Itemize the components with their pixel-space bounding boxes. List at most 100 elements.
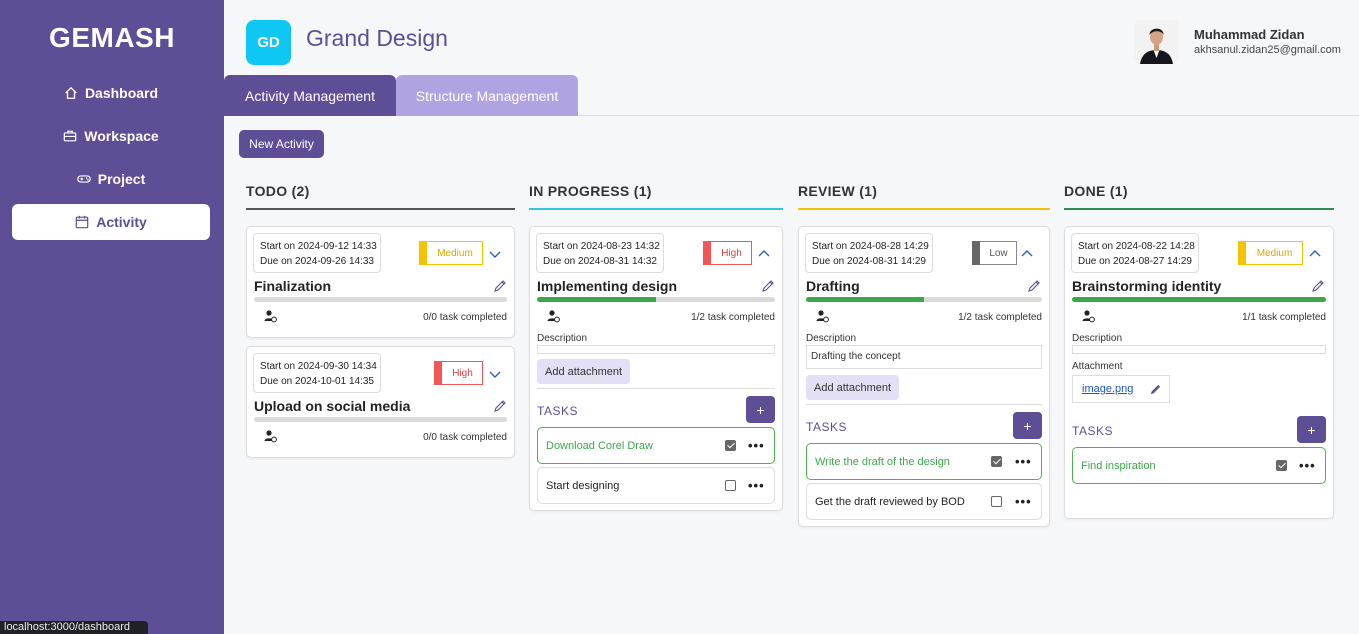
task-checkbox[interactable] [725,480,736,491]
column-title-review: REVIEW (1) [798,183,878,199]
task-text: Download Corel Draw [546,439,653,452]
activity-title[interactable]: Finalization [254,278,331,294]
pencil-icon[interactable] [493,279,507,293]
task-item[interactable]: Get the draft reviewed by BOD ••• [806,483,1042,520]
chevron-up-icon[interactable] [757,247,771,261]
task-checkbox[interactable] [1276,460,1287,471]
date-range: Start on 2024-08-28 14:29 Due on 2024-08… [805,233,933,273]
add-attachment-button[interactable]: Add attachment [537,359,631,384]
date-range: Start on 2024-08-22 14:28 Due on 2024-08… [1071,233,1199,273]
sidebar-item-dashboard[interactable]: Dashboard [12,75,210,111]
activity-title[interactable]: Drafting [806,278,860,294]
app-brand[interactable]: GEMASH [49,22,175,53]
column-title-done: DONE (1) [1064,183,1128,199]
task-text: Get the draft reviewed by BOD [815,495,965,508]
tab-activity-management[interactable]: Activity Management [224,75,396,116]
more-icon[interactable]: ••• [748,478,765,493]
date-range: Start on 2024-09-30 14:34 Due on 2024-10… [253,353,381,393]
sidebar-item-label: Project [97,171,146,187]
project-logo: GD [246,20,291,65]
more-icon[interactable]: ••• [748,438,765,453]
description-field[interactable]: Drafting the concept [806,345,1042,369]
activity-card[interactable]: Start on 2024-09-30 14:34 Due on 2024-10… [246,346,515,458]
activity-card[interactable]: Start on 2024-09-12 14:33 Due on 2024-09… [246,226,515,338]
column-divider-review [798,208,1050,210]
task-checkbox[interactable] [725,440,736,451]
priority-badge[interactable]: Medium [1238,241,1303,265]
more-icon[interactable]: ••• [1015,454,1032,469]
add-attachment-button[interactable]: Add attachment [806,375,900,400]
tab-structure-management[interactable]: Structure Management [396,75,578,116]
sidebar-item-workspace[interactable]: Workspace [12,118,210,154]
due-date: Due on 2024-08-27 14:29 [1078,256,1192,267]
more-icon[interactable]: ••• [1299,458,1316,473]
priority-label: High [452,367,473,379]
task-item[interactable]: Write the draft of the design ••• [806,443,1042,480]
pencil-icon[interactable] [1311,279,1325,293]
task-item[interactable]: Find inspiration ••• [1072,447,1326,484]
attachment-link[interactable]: image.png [1082,383,1134,395]
sidebar-item-label: Dashboard [84,85,159,101]
avatar[interactable] [1134,20,1179,64]
priority-badge[interactable]: High [434,361,483,385]
column-title-todo: TODO (2) [246,183,310,199]
home-icon [65,86,77,99]
activity-card[interactable]: Start on 2024-08-23 14:32 Due on 2024-08… [529,226,783,511]
start-date: Start on 2024-09-30 14:34 [260,361,377,372]
priority-badge[interactable]: High [703,241,752,265]
calendar-icon [75,215,89,229]
add-task-button[interactable]: + [1013,412,1042,439]
due-date: Due on 2024-08-31 14:29 [812,256,926,267]
sidebar-item-activity[interactable]: Activity [12,204,210,240]
due-date: Due on 2024-09-26 14:33 [260,256,374,267]
task-count: 1/2 task completed [691,312,775,323]
chevron-up-icon[interactable] [1020,247,1034,261]
description-field[interactable] [1072,345,1326,354]
task-item[interactable]: Download Corel Draw ••• [537,427,775,464]
activity-title[interactable]: Implementing design [537,278,678,294]
progress-bar [806,297,1042,302]
new-activity-button[interactable]: New Activity [239,130,324,158]
chevron-down-icon[interactable] [488,247,502,261]
sidebar: GEMASH Dashboard Workspace Project Activ… [0,0,224,634]
task-text: Find inspiration [1081,459,1156,472]
task-item[interactable]: Start designing ••• [537,467,775,504]
attachment-label: Attachment [1072,361,1123,372]
description-label: Description [806,333,857,344]
user-name: Muhammad Zidan [1194,27,1305,42]
activity-card[interactable]: Start on 2024-08-22 14:28 Due on 2024-08… [1064,226,1334,519]
attachment-item: image.png [1072,375,1170,403]
more-icon[interactable]: ••• [1015,494,1032,509]
description-field[interactable] [537,345,775,354]
add-task-button[interactable]: + [746,396,775,423]
activity-title[interactable]: Upload on social media [254,398,411,414]
sidebar-item-project[interactable]: Project [12,161,210,197]
page-title: Grand Design [306,25,448,51]
task-count: 1/1 task completed [1242,312,1326,323]
priority-badge[interactable]: Medium [419,241,483,265]
start-date: Start on 2024-08-22 14:28 [1078,241,1195,252]
divider [537,388,775,389]
assign-user-icon[interactable] [815,309,829,323]
pencil-icon[interactable] [1027,279,1041,293]
priority-label: Low [989,247,1008,259]
assign-user-icon[interactable] [1081,309,1095,323]
chevron-up-icon[interactable] [1308,247,1322,261]
activity-card[interactable]: Start on 2024-08-28 14:29 Due on 2024-08… [798,226,1050,527]
add-task-button[interactable]: + [1297,416,1326,443]
priority-badge[interactable]: Low [972,241,1017,265]
start-date: Start on 2024-08-23 14:32 [543,241,660,252]
pencil-icon[interactable] [493,399,507,413]
column-divider-todo [246,208,515,210]
assign-user-icon[interactable] [546,309,560,323]
pencil-icon[interactable] [1149,383,1162,396]
task-checkbox[interactable] [991,456,1002,467]
activity-title[interactable]: Brainstorming identity [1072,278,1222,294]
assign-user-icon[interactable] [263,309,277,323]
task-checkbox[interactable] [991,496,1002,507]
page-header: GD Grand Design Muhammad Zidan akhsanul.… [224,0,1359,116]
assign-user-icon[interactable] [263,429,277,443]
pencil-icon[interactable] [761,279,775,293]
chevron-down-icon[interactable] [488,367,502,381]
task-count: 1/2 task completed [958,312,1042,323]
